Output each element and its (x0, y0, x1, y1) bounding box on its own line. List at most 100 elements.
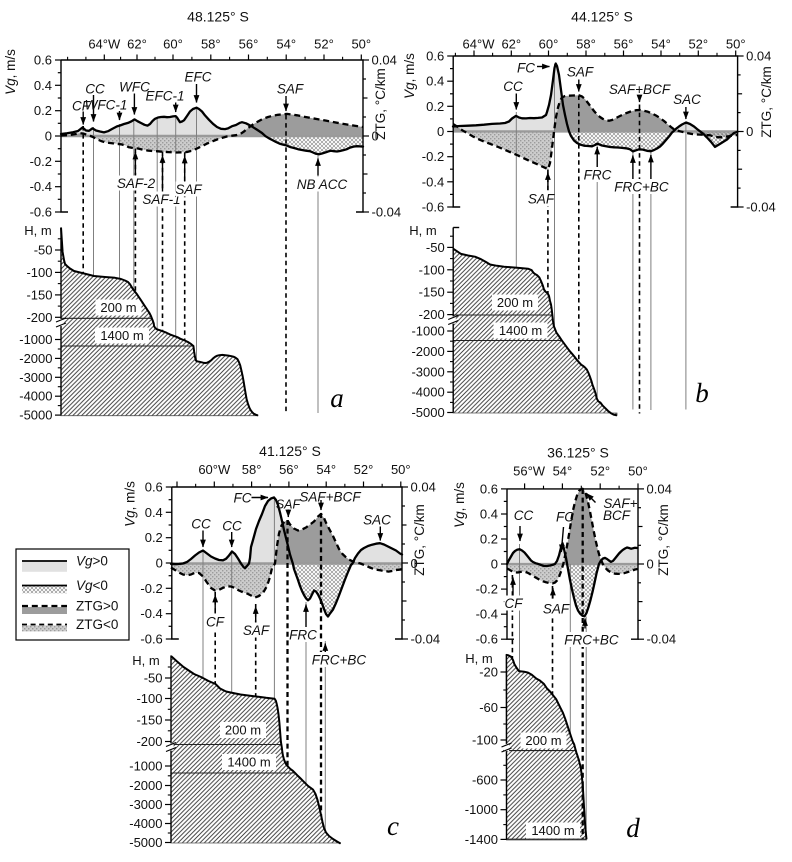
svg-text:-0.04: -0.04 (746, 200, 776, 215)
svg-text:ZTG, °C/km: ZTG, °C/km (373, 68, 388, 139)
svg-text:50°: 50° (726, 37, 746, 52)
svg-text:1400 m: 1400 m (499, 323, 542, 338)
svg-text:0: 0 (411, 556, 418, 571)
svg-text:SAF: SAF (243, 623, 270, 638)
svg-text:0.4: 0.4 (480, 507, 498, 522)
svg-text:60°W: 60°W (198, 462, 231, 477)
svg-text:-3000: -3000 (19, 370, 52, 385)
svg-text:56°: 56° (239, 37, 259, 52)
svg-text:-0.04: -0.04 (411, 632, 441, 647)
svg-text:-5000: -5000 (411, 405, 444, 420)
svg-text:-4000: -4000 (19, 389, 52, 404)
svg-text:1400 m: 1400 m (100, 328, 143, 343)
svg-text:-3000: -3000 (129, 797, 162, 812)
svg-text:64°W: 64°W (463, 37, 496, 52)
svg-text:Vg>0: Vg>0 (76, 554, 108, 569)
svg-text:-0.4: -0.4 (140, 606, 162, 621)
svg-text:52°: 52° (314, 37, 334, 52)
svg-text:0.2: 0.2 (480, 532, 498, 547)
svg-text:-150: -150 (26, 287, 52, 302)
svg-text:FRC: FRC (289, 627, 317, 642)
svg-text:CC: CC (191, 516, 211, 531)
svg-text:EFC-1: EFC-1 (145, 88, 184, 103)
svg-text:CC: CC (514, 508, 534, 523)
svg-text:52°: 52° (590, 464, 610, 479)
svg-text:48.125° S: 48.125° S (187, 9, 249, 25)
svg-text:56°: 56° (279, 462, 299, 477)
svg-text:CF: CF (72, 98, 91, 113)
svg-text:-0.6: -0.6 (140, 632, 162, 647)
svg-text:Vg, m/s: Vg, m/s (452, 482, 467, 528)
svg-text:-0.4: -0.4 (422, 174, 444, 189)
svg-text:-0.04: -0.04 (647, 632, 677, 647)
svg-text:-1400: -1400 (465, 832, 498, 847)
svg-text:ZTG, °C/km: ZTG, °C/km (412, 504, 427, 575)
svg-text:H, m: H, m (409, 223, 436, 238)
svg-text:-0.6: -0.6 (30, 205, 52, 220)
svg-text:-2000: -2000 (129, 778, 162, 793)
svg-text:0.04: 0.04 (647, 481, 672, 496)
svg-text:58°: 58° (201, 37, 221, 52)
svg-text:-200: -200 (136, 734, 162, 749)
svg-text:SAF-1: SAF-1 (142, 192, 180, 207)
svg-text:62°: 62° (127, 37, 147, 52)
svg-text:-50: -50 (426, 240, 445, 255)
svg-text:CF: CF (206, 614, 225, 629)
svg-text:-60: -60 (479, 700, 498, 715)
svg-text:60°: 60° (163, 37, 183, 52)
svg-text:SAF+BCF: SAF+BCF (299, 489, 361, 504)
svg-text:-100: -100 (419, 262, 445, 277)
svg-text:0: 0 (156, 556, 163, 571)
svg-text:SAF: SAF (277, 81, 304, 96)
svg-text:0.2: 0.2 (145, 530, 163, 545)
svg-text:SAF: SAF (276, 497, 302, 511)
svg-text:50°: 50° (351, 37, 371, 52)
svg-text:-0.6: -0.6 (422, 200, 444, 215)
svg-text:44.125° S: 44.125° S (571, 9, 633, 25)
svg-text:-0.4: -0.4 (476, 607, 498, 622)
svg-text:0: 0 (647, 557, 654, 572)
svg-text:SAF: SAF (175, 182, 202, 197)
svg-text:-5000: -5000 (19, 408, 52, 423)
svg-text:CF: CF (505, 596, 524, 611)
svg-text:1400 m: 1400 m (227, 755, 270, 770)
svg-text:-100: -100 (472, 733, 498, 748)
svg-text:0.04: 0.04 (411, 480, 436, 495)
svg-text:FRC: FRC (584, 167, 612, 182)
svg-text:-150: -150 (136, 713, 162, 728)
svg-text:200 m: 200 m (497, 295, 533, 310)
svg-text:-2000: -2000 (19, 351, 52, 366)
svg-text:-100: -100 (136, 691, 162, 706)
svg-text:-1000: -1000 (129, 759, 162, 774)
svg-text:BCF: BCF (603, 508, 631, 523)
svg-text:-50: -50 (34, 243, 53, 258)
svg-text:56°: 56° (614, 37, 634, 52)
svg-text:ZTG>0: ZTG>0 (76, 599, 118, 614)
svg-text:0.04: 0.04 (746, 49, 771, 64)
svg-text:0.6: 0.6 (34, 53, 52, 68)
svg-text:58°: 58° (576, 37, 596, 52)
svg-text:-1000: -1000 (411, 324, 444, 339)
svg-text:-0.6: -0.6 (476, 632, 498, 647)
svg-text:0: 0 (491, 557, 498, 572)
svg-text:56°W: 56°W (513, 464, 546, 479)
svg-text:d: d (626, 813, 640, 843)
svg-text:NB ACC: NB ACC (297, 177, 348, 192)
svg-text:-1000: -1000 (19, 332, 52, 347)
svg-text:-2000: -2000 (411, 344, 444, 359)
svg-text:0: 0 (45, 129, 52, 144)
svg-text:200 m: 200 m (225, 723, 261, 738)
svg-text:FRC+BC: FRC+BC (312, 652, 367, 667)
svg-text:SAF-2: SAF-2 (117, 176, 156, 191)
svg-text:-1000: -1000 (465, 802, 498, 817)
svg-text:54°: 54° (276, 37, 296, 52)
svg-text:0.4: 0.4 (426, 74, 444, 89)
svg-text:-20: -20 (479, 665, 498, 680)
svg-text:50°: 50° (391, 462, 411, 477)
svg-text:SAF: SAF (567, 64, 594, 79)
svg-text:SAF+: SAF+ (603, 496, 637, 511)
svg-text:0.6: 0.6 (426, 49, 444, 64)
svg-text:60°: 60° (539, 37, 559, 52)
svg-text:FRC+BC: FRC+BC (614, 179, 669, 194)
svg-text:0.6: 0.6 (480, 481, 498, 496)
